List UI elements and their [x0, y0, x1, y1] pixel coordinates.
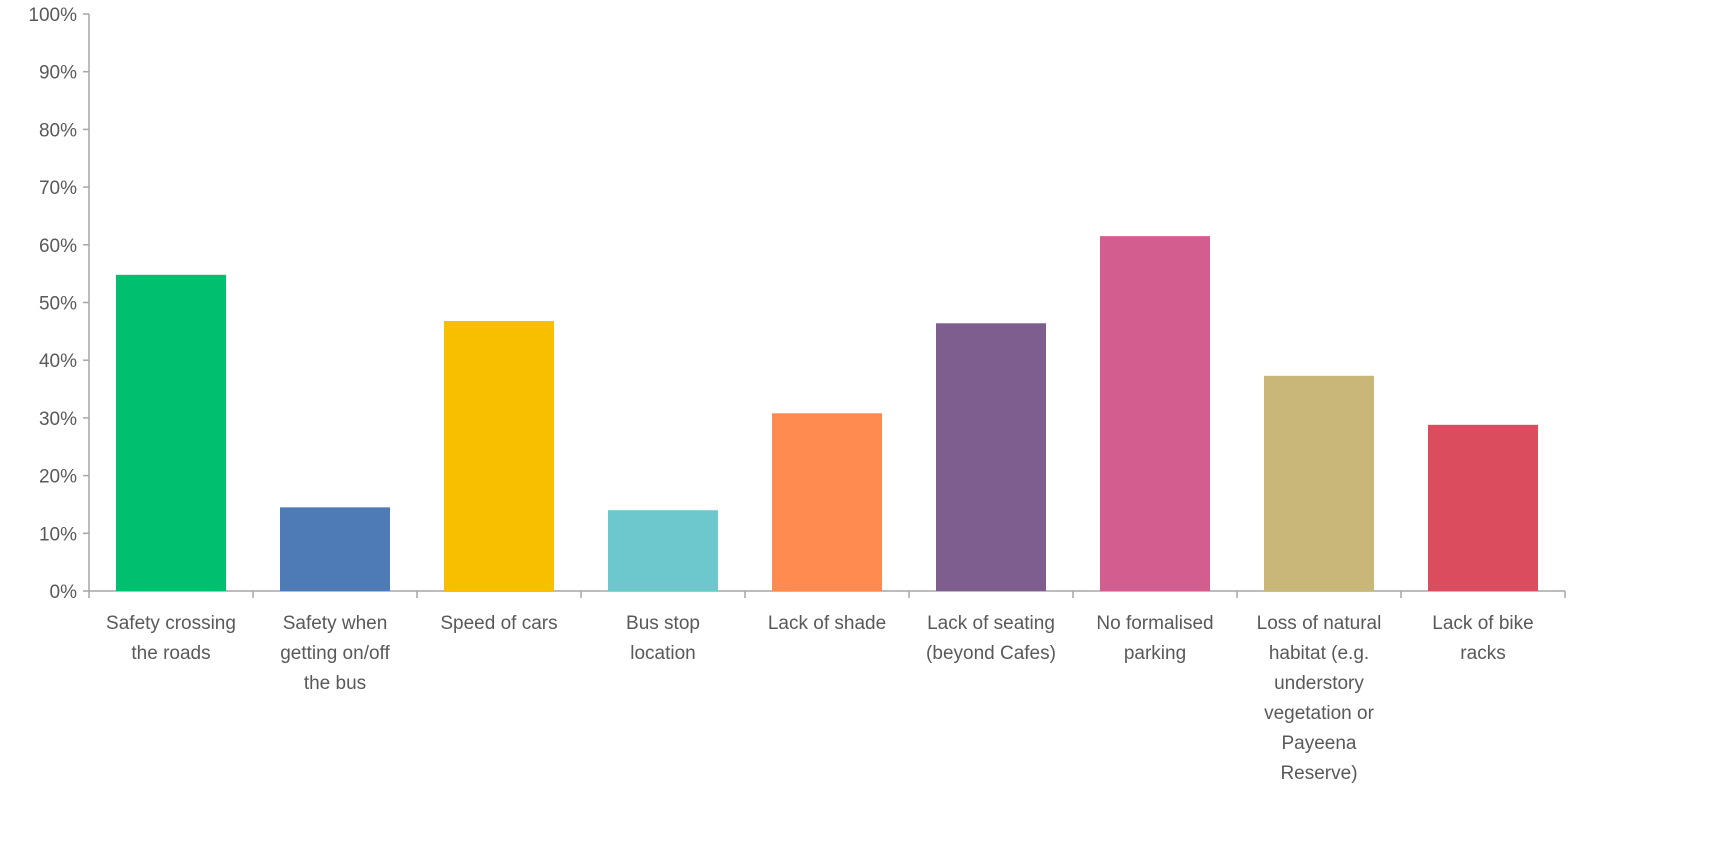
x-tick-label-line: Lack of bike [1432, 613, 1533, 634]
y-tick-label: 100% [28, 5, 77, 26]
x-tick-label: Safety crossing the roads [106, 613, 236, 664]
x-tick-label-line: Speed of cars [440, 613, 557, 634]
x-tick-label: Bus stop location [626, 613, 700, 664]
y-tick-label: 40% [39, 351, 77, 372]
x-tick-label: Safety when getting on/off the bus [280, 613, 390, 694]
x-tick-label-line: Payeena [1281, 733, 1356, 754]
y-tick-label: 90% [39, 63, 77, 84]
y-tick-label: 70% [39, 178, 77, 199]
x-tick-label-line: understory [1274, 673, 1364, 694]
category-labels: Safety crossing the roads Safety when getti… [106, 613, 1534, 784]
bars [116, 236, 1538, 591]
x-tick-label-line: Lack of seating [927, 613, 1055, 634]
y-axis: 0% 10% 20% 30% 40% 50% 60% 70% 80% 90% 100% [28, 5, 90, 603]
x-tick-label-line: vegetation or [1264, 703, 1375, 724]
y-tick-label: 80% [39, 120, 77, 141]
x-tick-label: Lack of seating (beyond Cafes) [926, 613, 1056, 664]
x-tick-label-line: (beyond Cafes) [926, 643, 1056, 664]
bar [444, 320, 554, 591]
bar [772, 413, 882, 591]
x-tick-label: Speed of cars [440, 613, 557, 634]
x-tick-label-line: Reserve) [1280, 763, 1357, 784]
x-tick-label: Lack of bike racks [1432, 613, 1533, 664]
bar [280, 507, 390, 591]
bar [608, 510, 718, 591]
x-tick-label-line: the bus [304, 673, 366, 694]
x-tick-label-line: Loss of natural [1257, 613, 1382, 634]
x-tick-label-line: No formalised [1096, 613, 1213, 634]
x-tick-label: Loss of natural habitat (e.g. understory ve… [1257, 613, 1382, 784]
x-tick-label-line: parking [1124, 643, 1186, 664]
x-tick-label: No formalised parking [1096, 613, 1213, 664]
bar [1100, 236, 1210, 591]
x-tick-label: Lack of shade [768, 613, 886, 634]
x-tick-label-line: habitat (e.g. [1269, 643, 1369, 664]
x-tick-label-line: Bus stop [626, 613, 700, 634]
x-tick-label-line: location [630, 643, 696, 664]
bar [116, 274, 226, 591]
y-tick-label: 20% [39, 467, 77, 488]
x-tick-label-line: racks [1460, 643, 1505, 664]
x-tick-label-line: Safety when [283, 613, 388, 634]
y-tick-label: 50% [39, 294, 77, 315]
y-tick-label: 10% [39, 524, 77, 545]
x-tick-label-line: getting on/off [280, 643, 390, 664]
y-tick-label: 30% [39, 409, 77, 430]
y-tick-label: 0% [50, 582, 78, 603]
x-tick-label-line: the roads [131, 643, 210, 664]
bar [936, 323, 1046, 591]
bar [1264, 375, 1374, 591]
x-tick-label-line: Safety crossing [106, 613, 236, 634]
x-axis [88, 590, 1566, 598]
y-tick-label: 60% [39, 236, 77, 257]
bar [1428, 424, 1538, 591]
x-tick-label-line: Lack of shade [768, 613, 886, 634]
